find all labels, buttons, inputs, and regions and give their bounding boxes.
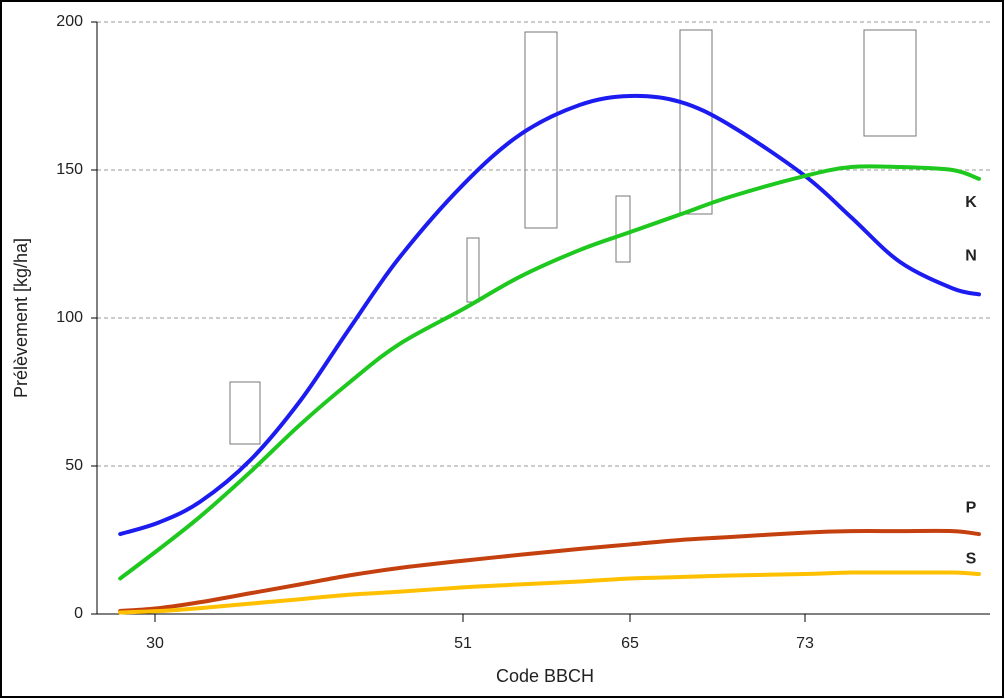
plant-insets [229,29,917,445]
y-tick-label: 200 [56,13,83,30]
y-tick-label: 100 [56,309,83,326]
line-series [118,164,981,581]
x-tick-label: 30 [146,635,164,652]
series-label: S [966,550,977,567]
y-axis-title: Prélèvement [kg/ha] [11,238,31,398]
y-tick-label: 50 [65,457,83,474]
y-tick-label: 150 [56,161,83,178]
x-axis-title: Code BBCH [496,666,594,686]
x-tick-label: 73 [796,635,814,652]
x-tick-label: 65 [621,635,639,652]
line-series [118,570,981,615]
line-series [118,528,981,614]
series-label: P [966,499,977,516]
series-label: N [965,248,977,265]
x-tick-label: 51 [454,635,472,652]
series-label: K [965,194,977,211]
line-series [118,93,981,537]
y-tick-label: 0 [74,605,83,622]
